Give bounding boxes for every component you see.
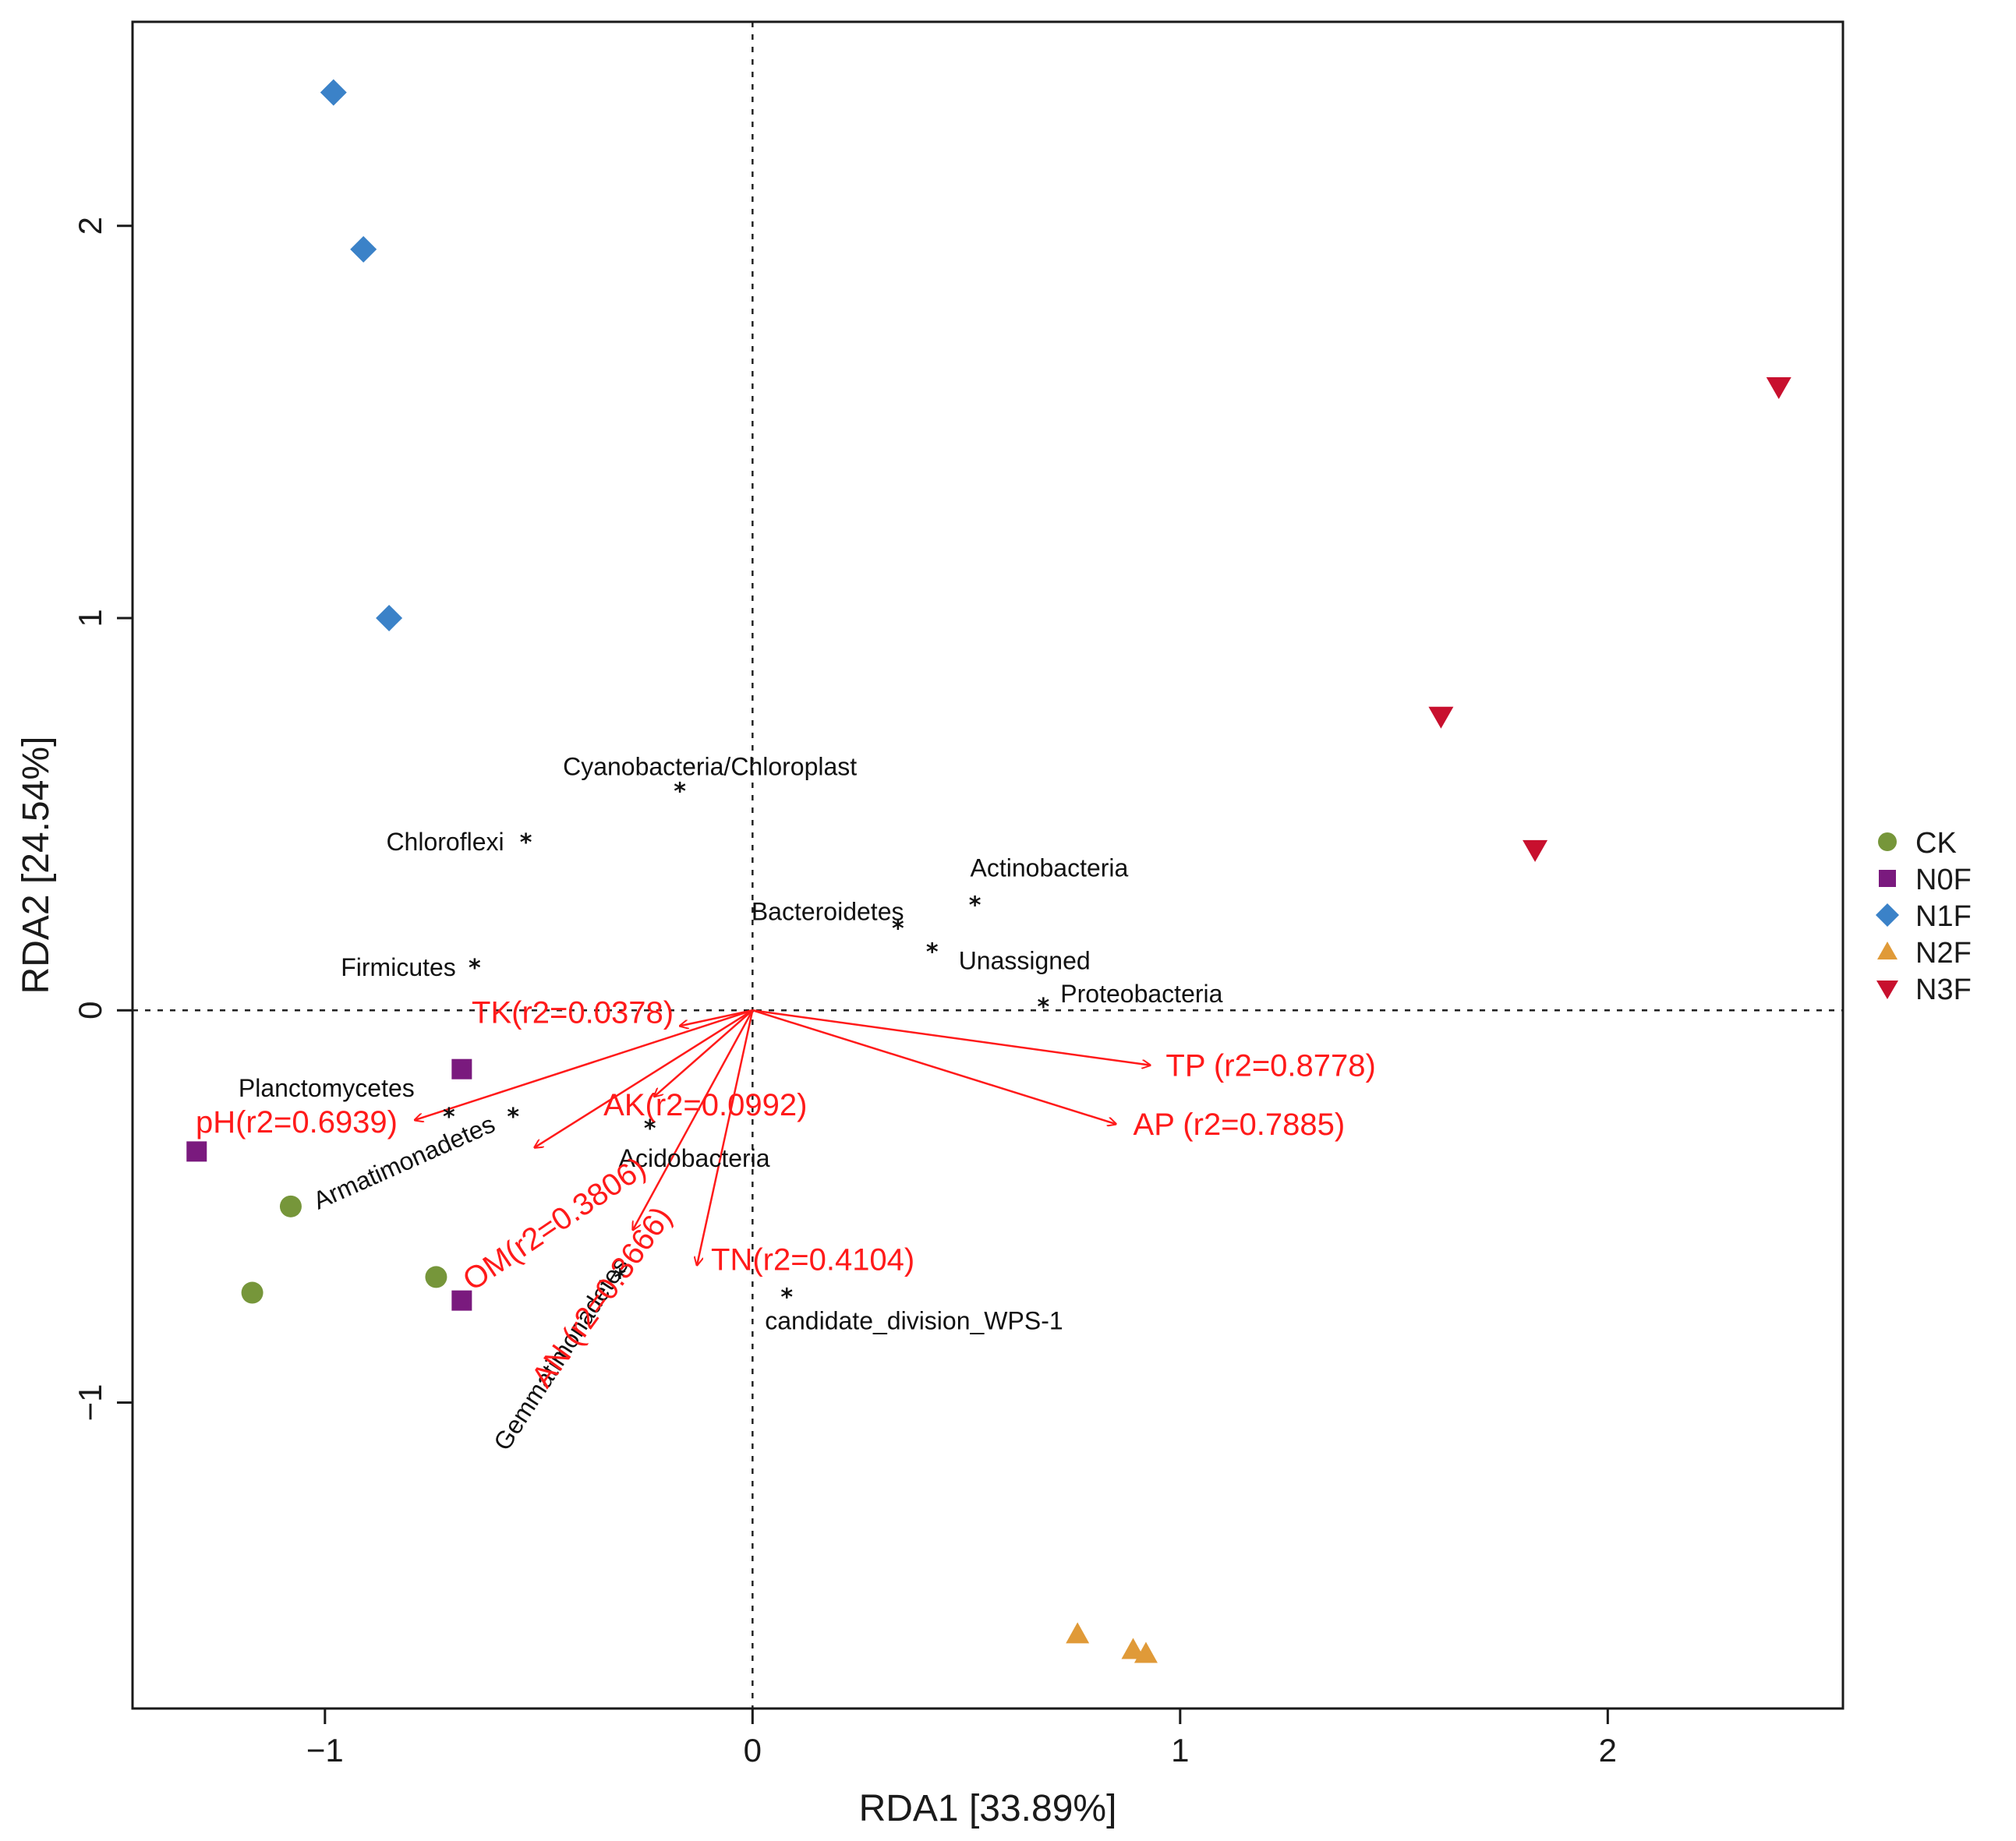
data-point-n0f — [186, 1141, 207, 1162]
plot-frame — [131, 20, 1844, 1710]
env-arrow — [633, 1009, 754, 1230]
y-axis-title: RDA2 [24.54%] — [16, 737, 57, 995]
data-point-n3f — [1523, 839, 1548, 862]
env-arrow — [535, 1009, 753, 1147]
data-point-n0f — [451, 1058, 472, 1080]
taxon-marker: * — [644, 1115, 656, 1143]
legend-label-ck: CK — [1915, 827, 1957, 860]
legend-label-n3f: N3F — [1915, 974, 1972, 1006]
data-point-ck — [241, 1281, 263, 1304]
legend-label-n2f: N2F — [1915, 937, 1972, 970]
taxon-label: Bacteroidetes — [752, 898, 904, 926]
env-arrow — [752, 1009, 1150, 1065]
taxon-marker: * — [614, 1264, 626, 1292]
legend-marker-n3f — [1876, 981, 1898, 999]
taxon-marker: * — [780, 1284, 793, 1312]
taxon-label: candidate_division_WPS-1 — [765, 1307, 1063, 1335]
x-tick-label: 2 — [1599, 1732, 1617, 1769]
y-tick-label: 2 — [72, 217, 108, 235]
legend-marker-n2f — [1877, 942, 1898, 959]
x-tick-label: 1 — [1171, 1732, 1189, 1769]
env-arrow — [654, 1009, 754, 1097]
data-point-n1f — [350, 235, 377, 263]
data-point-n3f — [1766, 377, 1791, 400]
y-tick-label: −1 — [72, 1384, 108, 1422]
taxon-label: Actinobacteria — [971, 853, 1129, 882]
data-point-ck — [425, 1266, 447, 1288]
data-point-n2f — [1066, 1622, 1090, 1644]
x-tick-label: 0 — [744, 1732, 762, 1769]
taxon-marker: * — [969, 892, 981, 919]
taxon-marker: * — [674, 778, 686, 805]
taxon-label: Chloroflexi — [386, 828, 504, 856]
taxon-marker: * — [443, 1104, 455, 1131]
legend-label-n0f: N0F — [1915, 864, 1972, 896]
data-point-ck — [279, 1195, 302, 1217]
taxon-label: Planctomycetes — [239, 1074, 415, 1102]
env-vector-label: TK(r2=0.0378) — [472, 995, 674, 1030]
taxon-marker: * — [520, 829, 532, 857]
taxon-marker: * — [507, 1104, 519, 1131]
env-arrow — [752, 1009, 1116, 1124]
env-vector-label: AP (r2=0.7885) — [1134, 1108, 1346, 1142]
x-axis-title: RDA1 [33.89%] — [859, 1788, 1117, 1829]
y-tick-label: 1 — [72, 609, 108, 627]
data-point-n1f — [376, 604, 403, 631]
taxon-label: Cyanobacteria/Chloroplast — [563, 752, 857, 780]
legend-label-n1f: N1F — [1915, 900, 1972, 933]
taxon-label: Acidobacteria — [619, 1144, 770, 1172]
legend-marker-ck — [1878, 832, 1897, 851]
taxon-marker: * — [892, 916, 904, 943]
legend-marker-n1f — [1876, 903, 1899, 927]
env-vector-label: TN(r2=0.4104) — [711, 1242, 914, 1277]
taxon-label: Unassigned — [959, 947, 1091, 975]
data-point-n2f — [1134, 1641, 1158, 1663]
legend-marker-n0f — [1879, 870, 1896, 887]
env-vector-label: pH(r2=0.6939) — [196, 1105, 398, 1140]
taxon-marker: * — [926, 939, 939, 966]
data-point-n2f — [1121, 1638, 1145, 1659]
taxon-marker: * — [1037, 994, 1049, 1021]
env-arrow — [680, 1009, 753, 1026]
y-tick-label: 0 — [72, 1002, 108, 1019]
x-tick-label: −1 — [306, 1732, 344, 1769]
env-arrow — [415, 1009, 753, 1120]
taxon-marker: * — [469, 955, 481, 982]
data-point-n3f — [1428, 706, 1454, 729]
data-point-n1f — [320, 79, 347, 106]
data-point-n0f — [451, 1290, 472, 1311]
env-vector-label: AK(r2=0.0992) — [603, 1088, 807, 1122]
env-arrow — [697, 1009, 754, 1265]
env-vector-label: TP (r2=0.8778) — [1165, 1049, 1375, 1083]
taxon-label: Firmicutes — [341, 953, 456, 981]
taxon-label: Proteobacteria — [1060, 980, 1222, 1008]
